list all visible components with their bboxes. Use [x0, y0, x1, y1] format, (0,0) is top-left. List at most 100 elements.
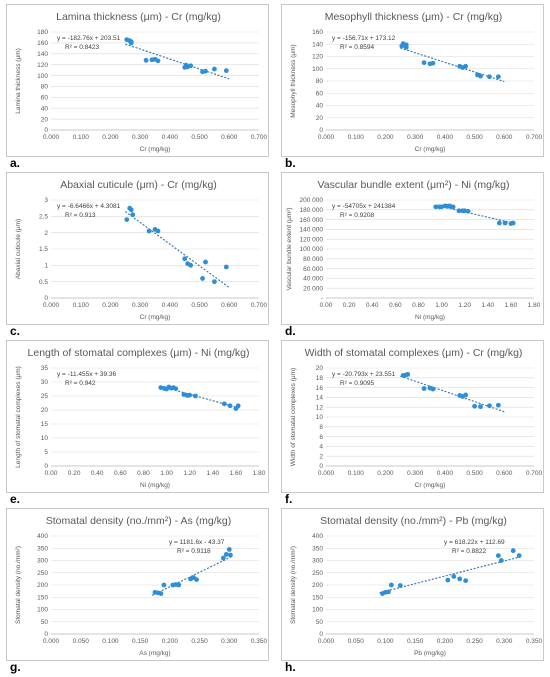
x-tick-label: 0.200	[437, 638, 454, 645]
data-point	[472, 403, 477, 409]
y-tick-label: 120	[312, 54, 323, 61]
chart-panel-2: Mesophyll thickness (μm) - Cr (mg/kg) 0 20…	[281, 4, 544, 170]
chart-title: Vascular bundle extent (μm²) - Ni (mg/kg…	[318, 179, 510, 191]
trendline	[160, 385, 240, 409]
chart-svg-1: Lamina thickness (μm) - Cr (mg/kg) 0 20 40 6…	[10, 11, 268, 170]
panel-letter: g.	[10, 660, 21, 674]
x-tick-label: 0.200	[102, 302, 119, 309]
data-point	[220, 555, 226, 561]
y-tick-label: 18	[316, 375, 324, 382]
data-point	[227, 403, 233, 409]
data-point	[223, 551, 229, 557]
y-tick-label: 80	[41, 84, 49, 91]
x-tick-label: 0.300	[496, 638, 513, 645]
chart-panel-5: Length of stomatal complexes (μm) - Ni (…	[6, 340, 269, 506]
y-tick-label: 100 000	[300, 246, 324, 253]
data-point	[502, 220, 508, 226]
data-point	[128, 40, 134, 46]
chart-panel-4: Vascular bundle extent (μm²) - Ni (mg/kg…	[281, 172, 544, 338]
y-tick-label: 0	[44, 295, 48, 302]
y-tick-label: 150	[37, 594, 48, 601]
x-axis-label: As (mg/kg)	[139, 650, 170, 657]
x-tick-label: 1.80	[528, 302, 541, 309]
y-tick-label: 20	[41, 116, 49, 123]
chart-title: Mesophyll thickness (μm) - Cr (mg/kg)	[325, 11, 503, 23]
x-tick-label: 1.80	[253, 470, 266, 477]
x-tick-label: 0.350	[526, 638, 543, 645]
x-tick-label: 0.20	[343, 302, 356, 309]
y-tick-label: 150	[312, 594, 323, 601]
x-tick-label: 0.80	[137, 470, 150, 477]
x-tick-label: 0.250	[191, 638, 208, 645]
x-tick-label: 0.200	[102, 134, 119, 141]
y-tick-label: 4	[319, 444, 323, 451]
x-tick-label: 0.000	[43, 302, 60, 309]
x-tick-label: 0.100	[73, 134, 90, 141]
data-point	[510, 220, 516, 226]
panel-letter: h.	[285, 660, 296, 674]
x-axis-label: Cr (mg/kg)	[140, 314, 171, 321]
panel-letter: a.	[10, 156, 20, 170]
x-tick-label: 0.000	[318, 134, 335, 141]
data-point	[176, 582, 182, 588]
trend-equation: y = -182.76x + 203.51	[57, 35, 121, 42]
x-tick-label: 0.500	[466, 470, 483, 477]
x-tick-label: 0.00	[45, 470, 58, 477]
y-tick-label: 0	[44, 631, 48, 638]
data-point	[487, 74, 492, 80]
y-tick-label: 250	[37, 570, 48, 577]
chart-title: Width of stomatal complexes (μm) - Cr (m…	[305, 347, 523, 359]
trend-equation: y = -11.455x + 39.36	[57, 371, 117, 378]
y-tick-label: 40 000	[303, 276, 323, 283]
y-tick-label: -	[321, 295, 323, 302]
chart-svg-2: Mesophyll thickness (μm) - Cr (mg/kg) 0 20…	[285, 11, 543, 170]
y-tick-label: 20	[41, 407, 49, 414]
y-tick-label: 200	[312, 582, 323, 589]
x-tick-label: 0.700	[251, 302, 268, 309]
data-point	[187, 392, 193, 398]
data-point	[421, 386, 427, 391]
data-point	[463, 578, 469, 583]
trend-equation: y = 1181.6x - 43.37	[169, 539, 225, 546]
y-tick-label: 20	[316, 365, 324, 372]
y-tick-label: 100	[312, 607, 323, 614]
y-axis-label: Stomatal density (no./mm²)	[15, 546, 22, 624]
chart-svg-6: Width of stomatal complexes (μm) - Cr (m…	[285, 347, 543, 506]
y-tick-label: 350	[37, 545, 48, 552]
y-tick-label: 1.5	[39, 246, 48, 253]
y-tick-label: 60	[316, 90, 324, 97]
chart-title: Length of stomatal complexes (μm) - Ni (…	[28, 347, 250, 359]
data-point	[203, 259, 208, 265]
x-tick-label: 0.20	[68, 470, 81, 477]
chart-panel-7: Stomatal density (no./mm²) - As (mg/kg) 0…	[6, 508, 269, 674]
panel-letter: e.	[10, 492, 20, 506]
x-axis-label: Cr (mg/kg)	[140, 146, 171, 153]
trendline	[435, 204, 515, 224]
y-tick-label: 350	[312, 545, 323, 552]
x-tick-label: 1.00	[435, 302, 448, 309]
y-tick-label: 100	[312, 66, 323, 73]
y-tick-label: 25	[41, 393, 49, 400]
data-point	[223, 68, 229, 74]
data-point	[235, 403, 241, 409]
chart-title: Abaxial cuticule (μm) - Cr (mg/kg)	[60, 179, 217, 191]
chart-svg-5: Length of stomatal complexes (μm) - Ni (…	[10, 347, 266, 506]
data-point	[158, 591, 164, 596]
r-squared: R² = 0.913	[65, 212, 96, 219]
r-squared: R² = 0.9208	[340, 212, 375, 219]
x-tick-label: 0.400	[437, 134, 454, 141]
y-tick-label: 400	[312, 533, 323, 540]
x-tick-label: 0.000	[318, 638, 335, 645]
r-squared: R² = 0.9118	[177, 548, 211, 555]
x-tick-label: 0.700	[526, 134, 543, 141]
chart-title: Stomatal density (no./mm²) - Pb (mg/kg)	[320, 515, 507, 527]
data-point	[495, 402, 501, 408]
x-tick-label: 0.350	[251, 638, 268, 645]
x-tick-label: 0.400	[162, 134, 179, 141]
x-tick-label: 0.150	[132, 638, 149, 645]
y-tick-label: 0	[319, 631, 323, 638]
y-tick-label: 400	[37, 533, 48, 540]
trend-equation: y = -156.71x + 173.12	[332, 35, 396, 42]
y-tick-label: 30	[41, 379, 49, 386]
chart-panel-1: Lamina thickness (μm) - Cr (mg/kg) 0 20 40 6…	[6, 4, 269, 170]
